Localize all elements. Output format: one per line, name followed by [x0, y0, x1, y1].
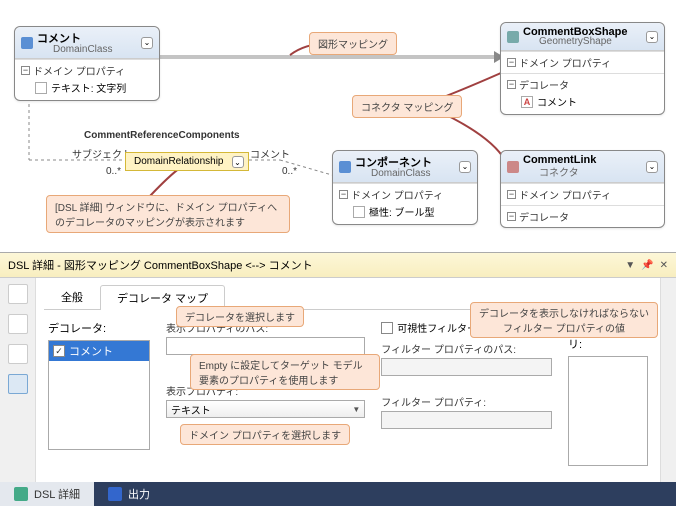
- details-title-text: DSL 詳細 - 図形マッピング CommentBoxShape <--> コメ…: [8, 257, 313, 273]
- callout-empty-hint: Empty に設定してターゲット モデル要素のプロパティを使用します: [190, 354, 380, 390]
- property-icon: [353, 206, 365, 218]
- collapse-icon[interactable]: −: [339, 190, 348, 199]
- display-path-input[interactable]: [166, 337, 365, 355]
- class-icon: [21, 37, 33, 49]
- filter-path-input[interactable]: [381, 358, 552, 376]
- collapse-icon[interactable]: −: [507, 58, 516, 67]
- decorator-name: コメント: [537, 94, 577, 109]
- connector-subtype: コネクタ: [539, 164, 596, 179]
- output-icon: [108, 487, 122, 501]
- label-filter-path: フィルター プロパティのパス:: [381, 341, 552, 356]
- shape-icon: [507, 31, 519, 43]
- checkbox[interactable]: ✓: [53, 345, 65, 357]
- status-tab-output[interactable]: 出力: [94, 482, 164, 506]
- decorator-listbox[interactable]: ✓ コメント: [48, 340, 150, 450]
- dsl-icon: [14, 487, 28, 501]
- status-tab-dsl[interactable]: DSL 詳細: [0, 482, 94, 506]
- dropdown-icon[interactable]: ▼: [625, 260, 635, 271]
- relationship-title: CommentReferenceComponents: [84, 130, 240, 141]
- chevron-icon[interactable]: ⌄: [459, 161, 471, 173]
- details-titlebar: DSL 詳細 - 図形マッピング CommentBoxShape <--> コメ…: [0, 253, 676, 278]
- vis-filter-checkbox[interactable]: [381, 322, 393, 334]
- diagram-canvas: コメント DomainClass ⌄ −ドメイン プロパティ テキスト: 文字列…: [0, 0, 676, 252]
- collapse-icon[interactable]: −: [21, 66, 30, 75]
- tab-general[interactable]: 全般: [44, 284, 100, 309]
- rail-button-3[interactable]: [8, 344, 28, 364]
- label-decorator: デコレータ:: [48, 320, 150, 336]
- left-toolbar: [0, 278, 36, 482]
- role-left: サブジェクト: [72, 146, 132, 161]
- role-right: コメント: [250, 146, 290, 161]
- list-item[interactable]: ✓ コメント: [49, 341, 149, 361]
- component-domainclass[interactable]: コンポーネント DomainClass ⌄ −ドメイン プロパティ 極性: ブー…: [332, 150, 478, 225]
- pin-icon[interactable]: 📌: [641, 260, 653, 271]
- vis-entries-listbox[interactable]: [568, 356, 648, 466]
- status-output-label: 出力: [128, 486, 150, 502]
- domain-relationship[interactable]: DomainRelationship ⌄: [125, 152, 249, 171]
- callout-dsl-detail: [DSL 詳細] ウィンドウに、ドメイン プロパティへのデコレータのマッピングが…: [46, 195, 290, 233]
- collapse-icon[interactable]: −: [507, 212, 516, 221]
- section-label: デコレータ: [519, 209, 569, 224]
- class-icon: [339, 161, 351, 173]
- chevron-icon[interactable]: ⌄: [141, 37, 153, 49]
- collapse-icon[interactable]: −: [507, 80, 516, 89]
- chevron-icon[interactable]: ⌄: [646, 161, 658, 173]
- section-label: ドメイン プロパティ: [519, 55, 611, 70]
- section-label: ドメイン プロパティ: [33, 63, 125, 78]
- rail-button-2[interactable]: [8, 314, 28, 334]
- callout-shape-mapping: 図形マッピング: [309, 32, 397, 55]
- commentboxshape[interactable]: CommentBoxShape GeometryShape ⌄ −ドメイン プロ…: [500, 22, 665, 115]
- collapse-icon[interactable]: −: [507, 190, 516, 199]
- close-icon[interactable]: ✕: [660, 260, 668, 271]
- mult-right: 0..*: [282, 166, 297, 177]
- class-subtype: DomainClass: [53, 44, 112, 55]
- rail-button-4[interactable]: [8, 374, 28, 394]
- vertical-scrollbar[interactable]: [660, 278, 676, 482]
- property-icon: [35, 82, 47, 94]
- comment-domainclass[interactable]: コメント DomainClass ⌄ −ドメイン プロパティ テキスト: 文字列: [14, 26, 160, 101]
- status-dsl-label: DSL 詳細: [34, 486, 80, 502]
- section-label: デコレータ: [519, 77, 569, 92]
- callout-connector-mapping: コネクタ マッピング: [352, 95, 462, 118]
- connector-icon: [507, 161, 519, 173]
- filter-prop-input[interactable]: [381, 411, 552, 429]
- relationship-name: DomainRelationship: [134, 156, 224, 167]
- callout-select-domain-prop: ドメイン プロパティを選択します: [180, 424, 350, 445]
- callout-vis-hint: デコレータを表示しなければならない フィルター プロパティの値: [470, 302, 658, 338]
- label-vis-filter: 可視性フィルター: [397, 320, 477, 335]
- status-bar: DSL 詳細 出力: [0, 482, 676, 506]
- mult-left: 0..*: [106, 166, 121, 177]
- details-content: 全般 デコレータ マップ デコレータを選択します デコレータを表示しなければなら…: [36, 278, 660, 482]
- font-icon: [521, 96, 533, 108]
- property-text: テキスト: 文字列: [51, 80, 126, 95]
- list-item-label: コメント: [69, 343, 113, 359]
- property-text: 極性: ブール型: [369, 204, 435, 219]
- component-subtype: DomainClass: [371, 168, 432, 179]
- commentlink-connector[interactable]: CommentLink コネクタ ⌄ −ドメイン プロパティ −デコレータ: [500, 150, 665, 228]
- section-label: ドメイン プロパティ: [351, 187, 443, 202]
- rail-button-1[interactable]: [8, 284, 28, 304]
- chevron-icon[interactable]: ⌄: [232, 156, 244, 168]
- callout-select-decorator: デコレータを選択します: [176, 306, 304, 327]
- section-label: ドメイン プロパティ: [519, 187, 611, 202]
- label-filter-prop: フィルター プロパティ:: [381, 394, 552, 409]
- display-prop-dropdown[interactable]: テキスト: [166, 400, 365, 418]
- dsl-details-panel: DSL 詳細 - 図形マッピング CommentBoxShape <--> コメ…: [0, 252, 676, 482]
- chevron-icon[interactable]: ⌄: [646, 31, 658, 43]
